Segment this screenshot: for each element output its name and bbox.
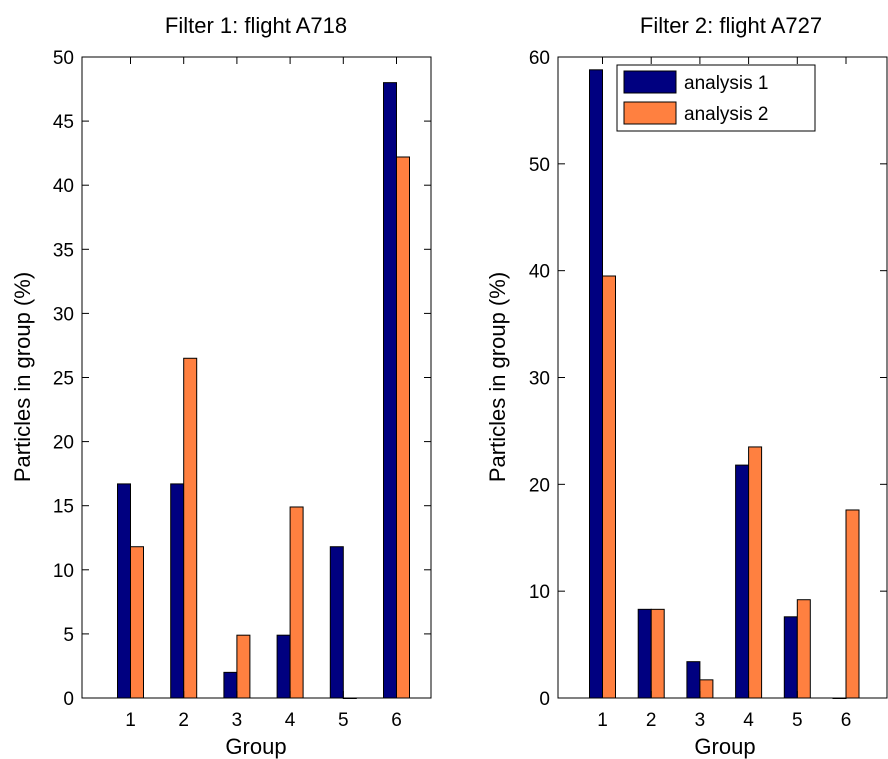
bar-analysis-1-group-2	[637, 608, 652, 699]
bar-analysis-1-group-5	[783, 616, 798, 699]
bar-analysis-1-group-6	[832, 697, 847, 699]
x-tick-label: 3	[232, 710, 243, 731]
y-tick-label: 0	[63, 689, 74, 710]
x-tick-label: 4	[285, 710, 296, 731]
y-tick-label: 40	[53, 176, 74, 197]
x-axis: 1 2 3 4 5 6	[125, 57, 402, 731]
bar-analysis-1-group-3	[223, 671, 238, 699]
y-tick-label: 25	[53, 369, 74, 390]
legend-label-analysis-1: analysis 1	[684, 73, 769, 94]
bar-analysis-2-group-4	[748, 446, 763, 699]
bar-analysis-2-group-2	[183, 357, 198, 699]
y-tick-label: 40	[529, 262, 550, 283]
y-tick-label: 35	[53, 240, 74, 261]
bar-analysis-2-group-4	[289, 506, 304, 699]
y-tick-label: 50	[53, 48, 74, 69]
y-tick-label: 20	[53, 433, 74, 454]
y-axis: 0 10 20 30 40 50 60	[529, 48, 887, 710]
legend-label-analysis-2: analysis 2	[684, 104, 769, 125]
bar-analysis-1-group-4	[276, 634, 291, 699]
chart-title: Filter 2: flight A727	[640, 13, 822, 38]
bar-analysis-1-group-1	[589, 69, 603, 699]
bar-analysis-2-group-3	[236, 634, 251, 699]
y-tick-label: 5	[63, 625, 74, 646]
x-tick-label: 6	[391, 710, 402, 731]
y-tick-label: 10	[529, 582, 550, 603]
bar-analysis-1-group-5	[329, 546, 344, 699]
bar-analysis-2-group-6	[845, 509, 860, 699]
bar-analysis-2-group-3	[699, 679, 714, 699]
x-tick-label: 2	[178, 710, 189, 731]
x-tick-label: 3	[695, 710, 706, 731]
legend-swatch-analysis-2	[623, 101, 677, 125]
bar-analysis-2-group-5	[796, 599, 811, 699]
y-tick-label: 60	[529, 48, 550, 69]
y-tick-label: 10	[53, 561, 74, 582]
x-tick-label: 6	[841, 710, 852, 731]
x-tick-label: 4	[743, 710, 754, 731]
bar-analysis-1-group-6	[383, 82, 397, 699]
bar-analysis-2-group-5	[342, 697, 357, 699]
y-tick-label: 30	[529, 369, 550, 390]
x-tick-label: 1	[125, 710, 136, 731]
x-tick-label: 2	[646, 710, 657, 731]
chart-filter-2: Filter 2: flight A727 0 10 20 30 40 50 60 1 2 3 4…	[485, 13, 888, 759]
y-tick-label: 50	[529, 155, 550, 176]
chart-filter-1: Filter 1: flight A718 051015202530354045…	[10, 13, 432, 759]
y-tick-label: 30	[53, 304, 74, 325]
bar-group	[589, 69, 860, 699]
y-tick-label: 20	[529, 475, 550, 496]
legend: analysis 1 analysis 2	[616, 64, 816, 132]
x-tick-label: 5	[338, 710, 349, 731]
y-axis-label: Particles in group (%)	[10, 272, 35, 482]
bar-analysis-2-group-1	[602, 275, 616, 699]
x-tick-label: 5	[792, 710, 803, 731]
bar-analysis-1-group-3	[686, 661, 701, 699]
bar-analysis-1-group-2	[170, 483, 185, 699]
bar-analysis-2-group-2	[650, 608, 665, 699]
x-axis-label: Group	[694, 734, 755, 759]
bar-analysis-1-group-1	[117, 483, 131, 699]
x-axis-label: Group	[225, 734, 286, 759]
y-axis: 0 5 10 15 20 25 30 35 40 45 50	[53, 48, 431, 710]
chart-title: Filter 1: flight A718	[165, 13, 347, 38]
x-axis: 1 2 3 4 5 6	[597, 57, 851, 731]
legend-swatch-analysis-1	[623, 70, 677, 94]
x-tick-label: 1	[597, 710, 608, 731]
y-axis-label: Particles in group (%)	[485, 272, 510, 482]
bar-analysis-2-group-1	[130, 546, 144, 699]
bar-group	[117, 82, 410, 699]
y-tick-label: 0	[539, 689, 550, 710]
y-tick-label: 45	[53, 112, 74, 133]
y-tick-label: 15	[53, 497, 74, 518]
bar-analysis-2-group-6	[396, 156, 410, 699]
bar-analysis-1-group-4	[735, 464, 750, 699]
